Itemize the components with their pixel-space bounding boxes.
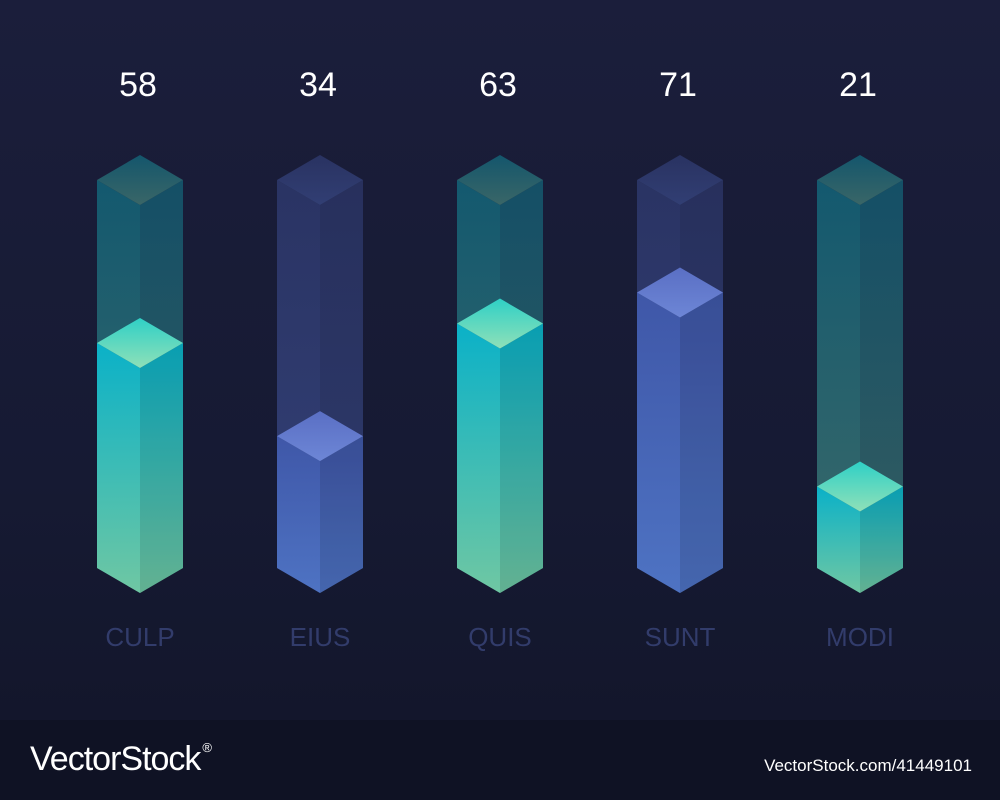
bar-sunt-right <box>680 292 723 593</box>
bar-shade <box>140 342 183 593</box>
bar-quis-left <box>457 323 500 593</box>
watermark-bar <box>0 720 1000 800</box>
bar-shade <box>860 486 903 593</box>
bar-quis-right <box>500 323 543 593</box>
category-label: MODI <box>826 622 894 652</box>
bar-culp-right <box>140 342 183 593</box>
value-label: 21 <box>839 66 877 104</box>
bar-sunt-top <box>637 267 723 318</box>
vectorstock-logo: VectorStock ® <box>30 740 212 778</box>
value-label: 63 <box>479 66 517 104</box>
bar-quis-top <box>457 298 543 349</box>
bar-shade <box>680 292 723 593</box>
bar-track-top <box>817 155 903 205</box>
bar-sunt-left <box>637 292 680 593</box>
bar-culp-left <box>97 342 140 593</box>
bar-culp-top <box>97 317 183 368</box>
bar-modi-top <box>817 461 903 512</box>
bar-modi-left <box>817 486 860 593</box>
value-label: 71 <box>659 66 697 104</box>
bar-shade <box>320 436 363 593</box>
category-label: CULP <box>105 622 174 652</box>
bar-eius-top <box>277 411 363 462</box>
bar-eius-left <box>277 436 320 593</box>
stock-id-text: VectorStock.com/41449101 <box>764 756 972 775</box>
bar-eius-right <box>320 436 363 593</box>
bar-track-top <box>457 155 543 205</box>
value-label: 34 <box>299 66 337 104</box>
bar-track-top <box>637 155 723 205</box>
category-label: EIUS <box>290 622 351 652</box>
category-label: SUNT <box>645 622 716 652</box>
bar-modi-right <box>860 486 903 593</box>
bar-track-top <box>277 155 363 205</box>
value-label: 58 <box>119 66 157 104</box>
category-label: QUIS <box>468 622 532 652</box>
bar-track-top <box>97 155 183 205</box>
bar-chart: 58 CULP 34 EIUS 63 QUIS 71 SUNT 21 MODI <box>97 66 903 652</box>
bar-shade <box>500 323 543 593</box>
